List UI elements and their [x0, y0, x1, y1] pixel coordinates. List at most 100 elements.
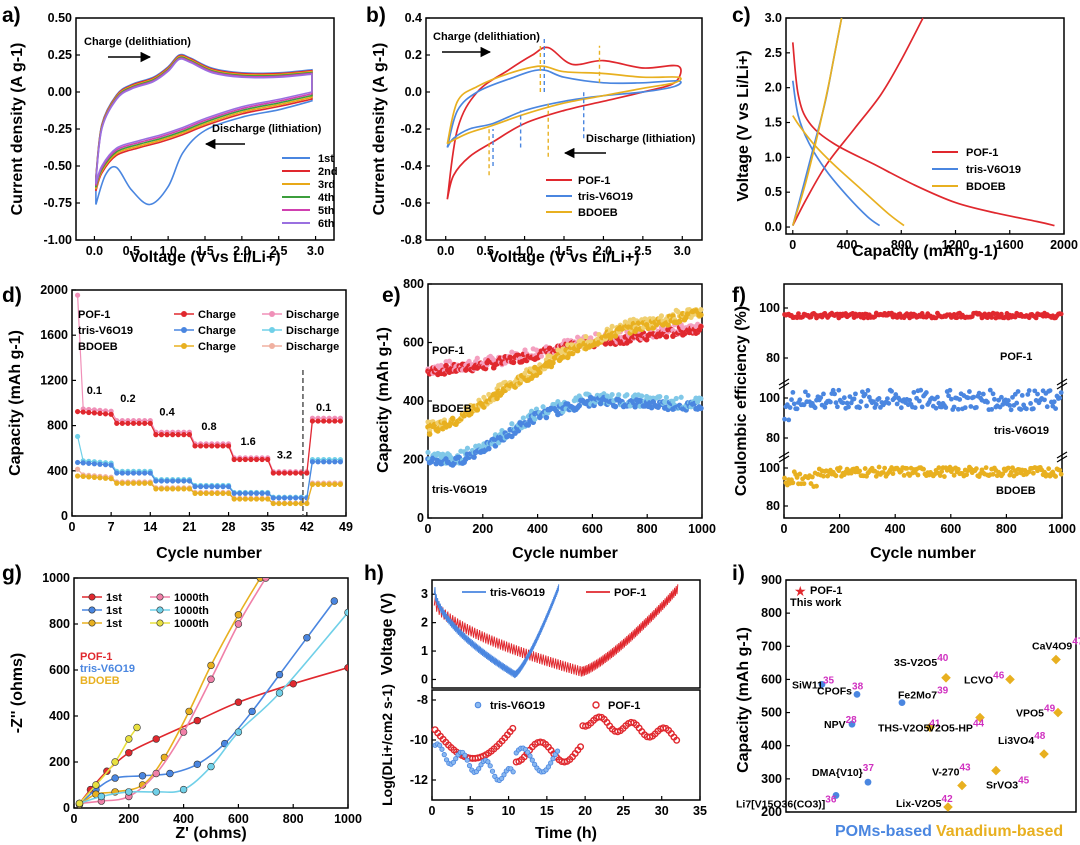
panel-d-point: [203, 490, 209, 496]
panel-f-point: [946, 393, 951, 399]
panel-b-legend-label: POF-1: [578, 175, 610, 187]
panel-d-point: [170, 432, 176, 438]
panel-d-legend-marker: [181, 343, 187, 349]
panel-f-point: [797, 471, 803, 477]
panel-e-point-tris-V6O19: [576, 402, 583, 409]
panel-f-point: [836, 387, 842, 393]
panel-d-point: [253, 456, 260, 463]
panel-i-point-ref: 35: [823, 675, 835, 686]
panel-d-legend-marker: [181, 311, 187, 317]
panel-e-point-BDOEB: [665, 322, 671, 328]
panel-d-point: [147, 420, 153, 426]
panel-e-point-tris-V6O19: [657, 393, 663, 400]
panel-f-xtick-label: 400: [885, 522, 906, 536]
panel-b-xtick-label: 0.0: [437, 244, 454, 258]
panel-i-points: SiW1135CPOFs38NPV28DMA{V10}37Li7[V15O36(…: [736, 637, 1080, 812]
panel-d-rate-labels: 0.1 0.2 0.4 0.8 1.6 3.2 0.1: [87, 385, 332, 461]
panel-h-diffusion-tris: [437, 742, 443, 748]
panel-c-legend-label: tris-V6O19: [966, 164, 1021, 176]
panel-d-letter: d): [2, 284, 22, 307]
panel-d-point: [242, 456, 248, 463]
panel-f-point: [921, 466, 926, 472]
panel-e-ytick-label: 400: [403, 394, 424, 408]
panel-i-ytick-label: 500: [761, 706, 782, 720]
panel-d-point: [80, 409, 86, 415]
panel-f-point: [992, 396, 997, 402]
panel-f-point: [812, 405, 818, 411]
panel-d-point: [293, 495, 299, 501]
panel-f-ylabel: Coulombic efficiency (%): [733, 306, 750, 496]
panel-b-letter: b): [366, 4, 386, 27]
panel-i-point-label: THS-V2O541: [878, 718, 941, 734]
panel-d-point: [337, 418, 344, 424]
panel-f-frame: [783, 283, 1063, 519]
panel-d-legend-group: BDOEB: [78, 341, 118, 353]
panel-d-point: [203, 484, 209, 490]
panel-d-xtick-label: 42: [300, 520, 314, 534]
panel-d-point: [153, 432, 159, 438]
panel-d-ytick-label: 800: [47, 419, 68, 433]
panel-h-ylabel-top: Voltage (V): [379, 593, 396, 675]
panel-b-charge-annotation: Charge (delithiation): [433, 31, 540, 43]
panel-g-ytick-label: 1000: [42, 571, 70, 585]
panel-c-charge-POF-1: [792, 17, 924, 227]
panel-d-point: [248, 496, 254, 502]
panel-h-xtick-label: 20: [578, 804, 592, 818]
panel-i-point-ref: 49: [1044, 704, 1056, 715]
panel-d-point: [315, 481, 321, 487]
panel-g-point: [275, 689, 284, 697]
panel-d-point: [114, 480, 120, 486]
panel-f-label-bdoeb: BDOEB: [996, 485, 1036, 497]
panel-f-xtick-label: 600: [940, 522, 961, 536]
panel-g-xtick-label: 400: [173, 812, 194, 826]
panel-f-point: [841, 395, 847, 401]
panel-d-point: [102, 475, 109, 481]
panel-g-point: [111, 774, 119, 782]
panel-f-point: [880, 470, 886, 475]
panel-i-point-label: 3S-V2O540: [894, 653, 949, 669]
panel-f-point: [822, 404, 828, 410]
panel-f-point: [957, 397, 963, 402]
panel-f-xtick-label: 800: [996, 522, 1017, 536]
panel-f-point: [789, 397, 794, 403]
panel-f-point: [1047, 388, 1053, 393]
panel-i-point-DMA{V10}: [864, 778, 872, 786]
panel-i-this-work-label: This work: [790, 597, 842, 609]
panel-f-point: [830, 387, 836, 393]
panel-e: e) 0 200 400 600 800 1000 0 200 400 600 800 POF-1…: [375, 277, 716, 562]
panel-d-point: [214, 443, 220, 449]
panel-f-point: [1057, 467, 1063, 473]
panel-f-point: [898, 405, 904, 411]
panel-h-xtick-label: 25: [616, 804, 630, 818]
panel-c-ytick-label: 2.0: [765, 81, 782, 95]
panel-d-point: [102, 411, 109, 417]
panel-f-xtick-label: 1000: [1048, 522, 1076, 536]
panel-d-xlabel: Cycle number: [156, 545, 262, 562]
panel-e-ytick-label: 200: [403, 453, 424, 467]
panel-f-axis-break: [1056, 451, 1068, 459]
panel-f-point: [954, 315, 960, 321]
panel-d-rate-label: 0.4: [159, 406, 175, 418]
panel-d-point: [220, 484, 226, 490]
panel-f-point: [951, 472, 957, 478]
panel-d-point: [74, 466, 81, 472]
panel-d-point: [158, 432, 165, 438]
panel-d-point: [198, 443, 204, 449]
panel-f-point: [833, 400, 839, 406]
panel-f-axis-break: [1056, 382, 1068, 390]
panel-f-point: [1032, 388, 1038, 394]
panel-b-ytick-label: -0.6: [400, 196, 422, 210]
panel-a-curve-5th: [95, 57, 313, 186]
panel-g-legend-label: 1st: [106, 618, 122, 630]
panel-f-point: [990, 471, 996, 477]
panel-e-point-BDOEB: [550, 360, 556, 366]
panel-b-ylabel: Current density (A g-1): [371, 43, 388, 216]
panel-a-ytick-label: -0.50: [44, 159, 73, 173]
panel-d-yticks: 0 400 800 1200 1600 2000: [40, 283, 76, 523]
panel-h-diffusion-tris: [485, 759, 491, 765]
panel-d-legend-label: Discharge: [286, 309, 339, 321]
panel-d-point: [281, 495, 288, 501]
panel-e-xtick-label: 600: [582, 522, 603, 536]
panel-a-xtick-label: 1.0: [159, 244, 176, 258]
panel-g-legend-marker: [88, 606, 96, 614]
